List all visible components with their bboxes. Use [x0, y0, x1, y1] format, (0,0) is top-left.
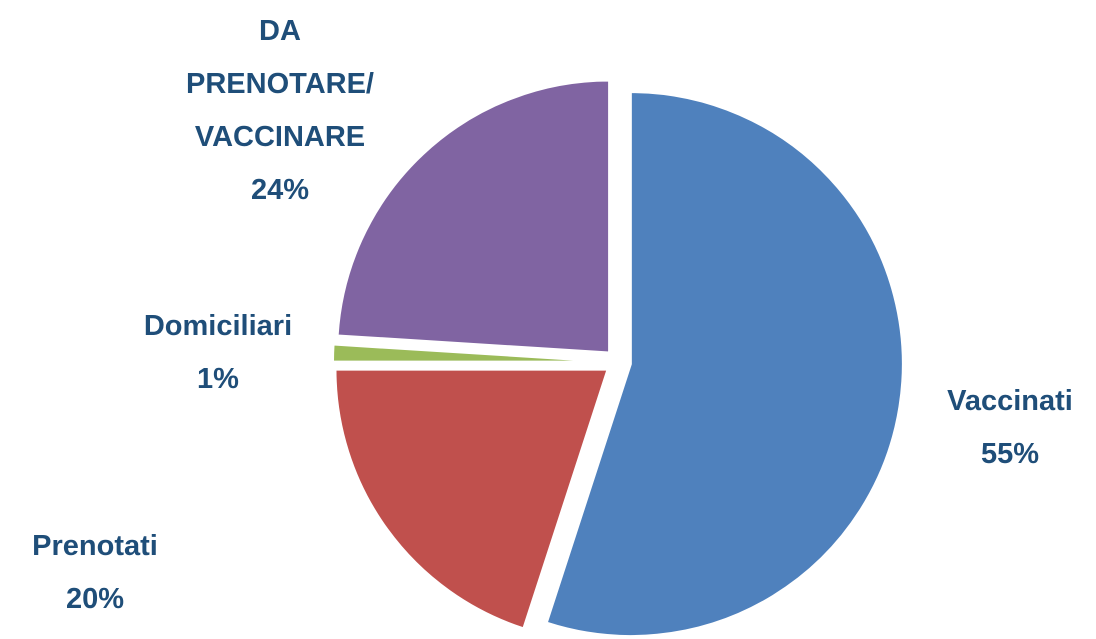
- category-line: DA: [259, 15, 301, 47]
- category-line: VACCINARE: [195, 121, 365, 153]
- category-name: Domiciliari: [144, 310, 292, 342]
- pie-slice: [334, 368, 609, 630]
- value-label: 55%: [981, 438, 1039, 470]
- category-line: PRENOTARE/: [186, 68, 374, 100]
- category-name: Vaccinati: [947, 385, 1073, 417]
- value-label: 20%: [66, 583, 124, 615]
- pie-slice: [332, 343, 606, 363]
- category-name: DA PRENOTARE/VACCINARE: [186, 15, 374, 153]
- slice-label: Domiciliari 1%: [144, 310, 292, 395]
- slice-label: Vaccinati 55%: [947, 385, 1073, 470]
- slice-label: DA PRENOTARE/VACCINARE 24%: [186, 15, 374, 206]
- value-label: 24%: [251, 174, 309, 206]
- category-name: Prenotati: [32, 530, 158, 562]
- slice-label: Prenotati 20%: [32, 530, 158, 615]
- pie-slice: [336, 79, 611, 354]
- pie-slice: [545, 91, 904, 638]
- value-label: 1%: [197, 363, 239, 395]
